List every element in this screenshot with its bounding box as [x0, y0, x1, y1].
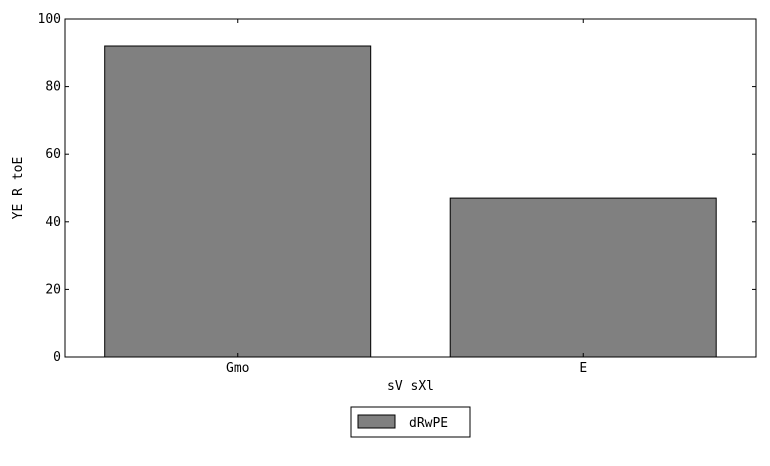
y-tick-label: 100 [38, 12, 61, 27]
legend-label: dRwPE [409, 416, 448, 431]
bars-layer [104, 45, 717, 358]
ticks-layer: Gmo E 0 20 40 60 80 100 [38, 12, 756, 376]
y-tick-label: 80 [45, 80, 61, 95]
x-tick-label: E [579, 361, 587, 376]
x-axis-label: sV sXl [387, 379, 434, 394]
legend: dRwPE [350, 406, 471, 438]
bar-gmo [104, 45, 372, 358]
y-tick-label: 60 [45, 147, 61, 162]
plot-frame [64, 18, 757, 358]
bar-e [449, 197, 717, 358]
y-tick-label: 0 [53, 350, 61, 365]
y-tick-label: 20 [45, 282, 61, 297]
legend-swatch [357, 414, 396, 429]
y-tick-label: 40 [45, 215, 61, 230]
y-axis-label: YE R toE [11, 157, 26, 220]
x-tick-label: Gmo [226, 361, 249, 376]
